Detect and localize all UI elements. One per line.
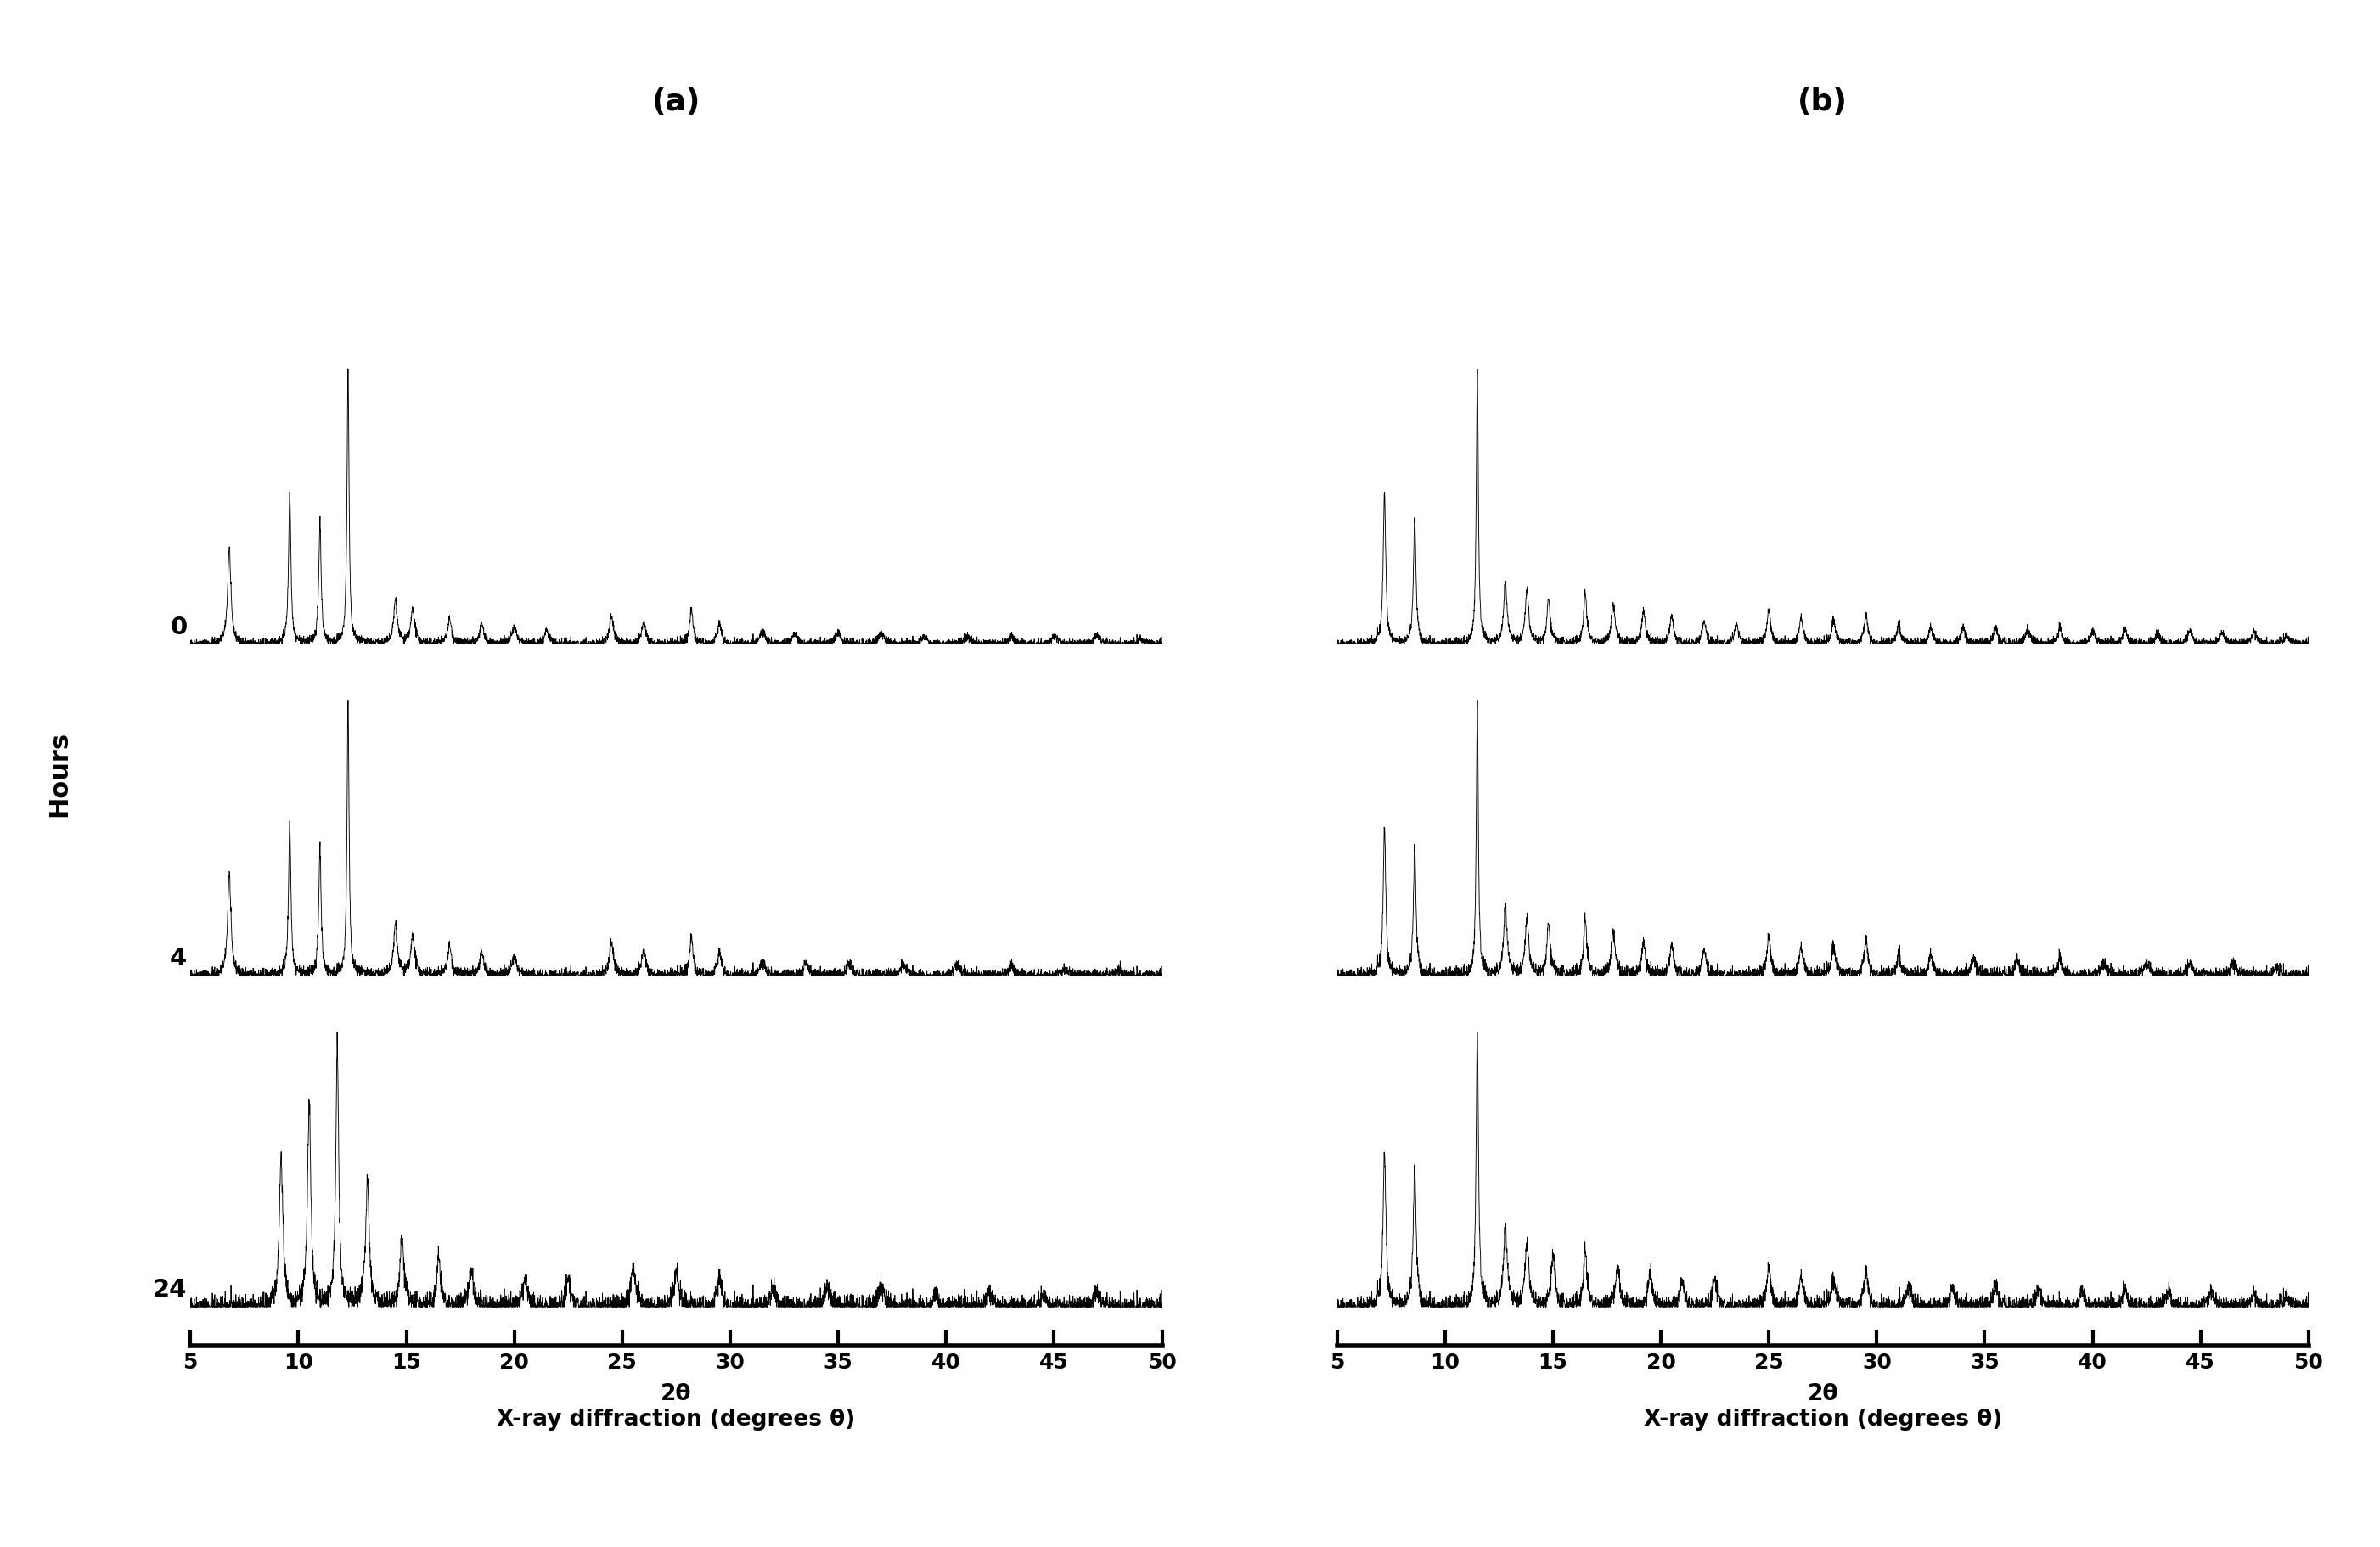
Text: (b): (b) — [1797, 87, 1847, 116]
Text: 24: 24 — [152, 1278, 188, 1303]
X-axis label: 2θ
X-ray diffraction (degrees θ): 2θ X-ray diffraction (degrees θ) — [497, 1383, 854, 1431]
Text: 0: 0 — [169, 616, 188, 639]
Text: (a): (a) — [652, 87, 700, 116]
X-axis label: 2θ
X-ray diffraction (degrees θ): 2θ X-ray diffraction (degrees θ) — [1645, 1383, 2002, 1431]
Text: Hours: Hours — [48, 730, 71, 817]
Text: 4: 4 — [169, 947, 188, 970]
